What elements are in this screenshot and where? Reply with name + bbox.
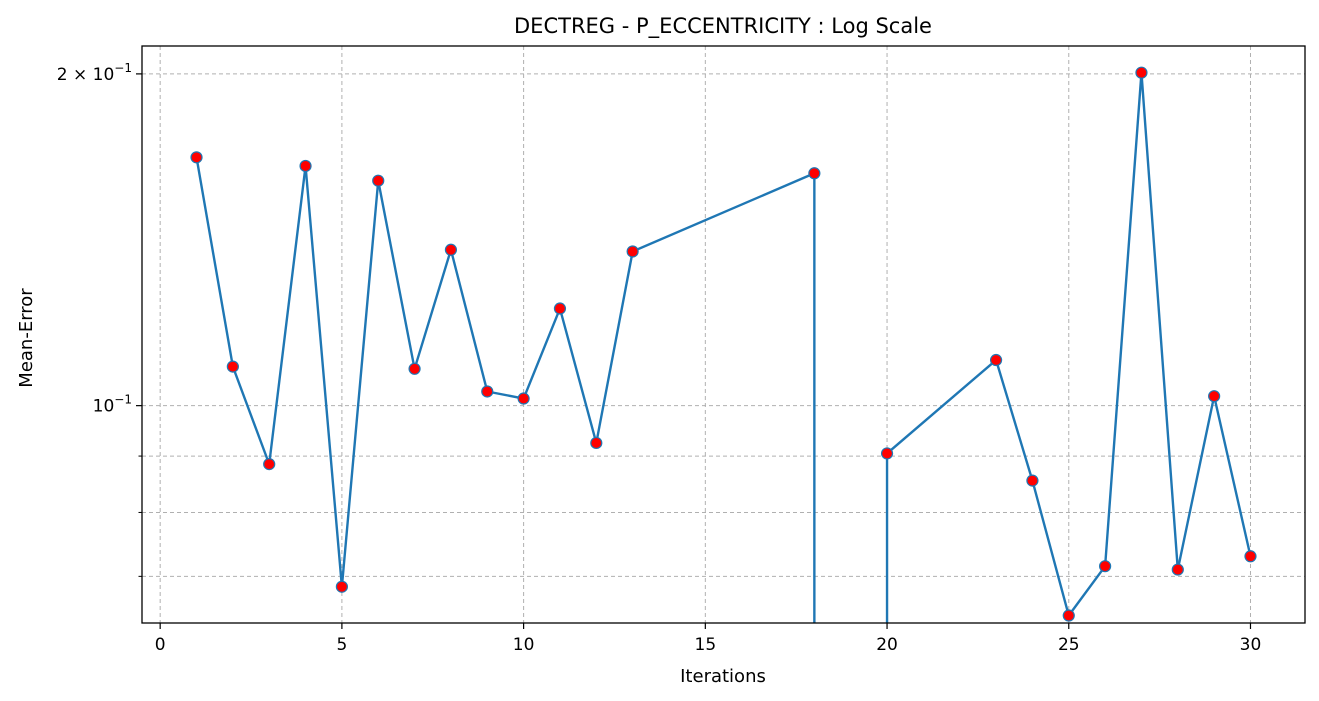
plot-frame [141,45,1306,624]
y-axis-label: Mean-Error [16,288,37,388]
x-tick-label: 30 [1240,635,1262,655]
x-tick-label: 10 [513,635,535,655]
data-point [1244,550,1257,563]
data-point [263,458,276,471]
y-tick-label: 10−1 [93,393,132,417]
series-line-segment [1103,71,1143,568]
series-line-segment [304,164,344,588]
data-point [1171,563,1184,576]
x-axis-label: Iterations [680,666,766,687]
data-point [989,353,1003,367]
chart-title: DECTREG - P_ECCENTRICITY : Log Scale [514,14,932,39]
x-tick-label: 15 [695,635,717,655]
data-point [1208,390,1221,403]
data-point [190,151,203,164]
x-tick-label: 20 [876,635,898,655]
series-line-segment [1031,479,1070,617]
series-line-segment [1140,71,1179,571]
data-point [808,167,821,180]
data-point [226,360,239,373]
series-line-segment [631,172,816,253]
data-point [444,243,458,256]
series-line-segment [449,248,489,393]
series-line-segment [1176,394,1216,571]
series-line-segment [195,156,235,368]
data-point [553,302,567,315]
y-tick-label: 2 × 10−1 [57,61,132,85]
data-point [517,392,530,405]
data-point [1026,474,1039,487]
data-point [1062,609,1075,622]
x-tick-label: 25 [1058,635,1080,655]
data-point [626,245,639,258]
data-point [1135,66,1148,79]
plot-area [190,66,1257,623]
data-point [880,447,894,460]
data-point [481,385,494,398]
series-line-segment [885,358,998,455]
data-point [408,362,421,375]
series-line-segment [486,390,525,400]
series-line-segment [994,358,1034,482]
series-line-segment [377,179,416,371]
axis-ticks: 0 5 10 15 20 25 30 10−1 2 × 10−1 [57,61,1262,655]
series-line-segment [413,248,453,371]
data-point [372,174,385,187]
x-tick-label: 5 [336,635,347,655]
series-line-segment [1212,394,1252,558]
x-tick-label: 0 [155,635,166,655]
series-line-segment [558,307,598,445]
data-point [1099,560,1112,573]
series-line-segment [595,250,634,445]
series-line-segment [268,164,307,466]
series-line-segment [522,307,562,400]
data-point [335,580,348,593]
series-lines [195,71,1252,623]
data-point [590,436,603,450]
data-point [299,159,312,173]
series-line-segment [1067,565,1107,617]
series-markers [190,66,1257,622]
series-line-segment [231,365,271,466]
grid [142,46,1305,623]
series-line-segment [340,179,380,588]
